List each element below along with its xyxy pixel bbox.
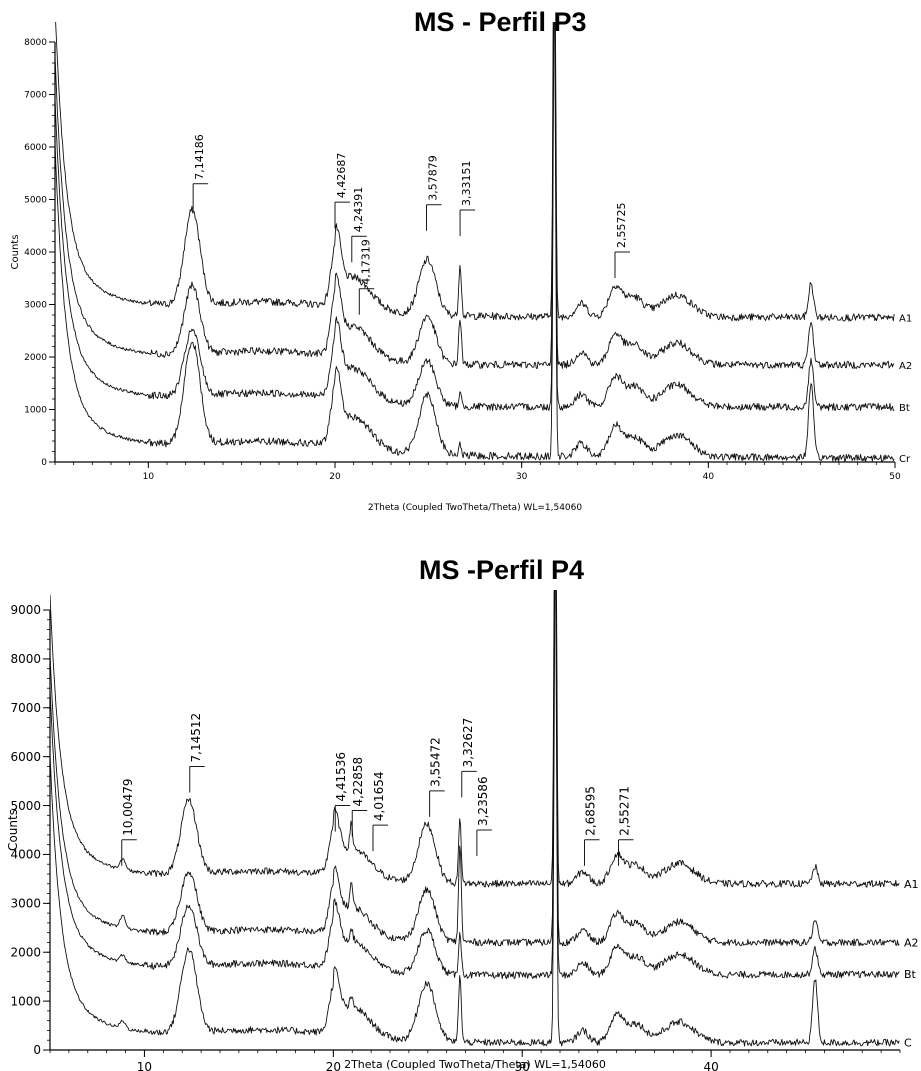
peak-label: 3,57879 <box>426 155 439 201</box>
y-tick-label: 7000 <box>10 701 41 715</box>
x-axis-title: 2Theta (Coupled TwoTheta/Theta) WL=1,540… <box>344 1058 606 1071</box>
y-axis-title: Counts <box>10 235 21 270</box>
y-tick-label: 0 <box>41 458 47 468</box>
y-tick-label: 6000 <box>24 143 47 153</box>
chart-title-p3: MS - Perfil P3 <box>414 7 587 37</box>
series-line-C <box>50 590 900 1047</box>
peak-label: 2,68595 <box>584 786 598 836</box>
y-tick-label: 3000 <box>24 301 47 311</box>
chart-p3: 0 1000 2000 3000 4000 5000 6000 7000 8000 10 20 30 4… <box>10 22 912 513</box>
peak-label: 3,32627 <box>461 718 475 768</box>
peak-label: 4,42687 <box>335 153 348 199</box>
series-line-A1 <box>55 22 895 322</box>
x-tick-label: 20 <box>326 1060 341 1071</box>
peak-label: 7,14186 <box>193 134 206 180</box>
y-tick-label: 9000 <box>10 603 41 617</box>
y-tick-label: 4000 <box>24 248 47 258</box>
y-tick-label: 1000 <box>10 994 41 1008</box>
peak-label: 4,22858 <box>351 757 365 807</box>
x-tick-label: 10 <box>137 1060 152 1071</box>
chart-title-p4: MS -Perfil P4 <box>419 555 585 585</box>
peak-label: 10,00479 <box>121 779 135 836</box>
x-tick-label: 50 <box>889 472 901 482</box>
series-line-A2 <box>55 22 895 369</box>
series-line-Bt <box>55 22 895 411</box>
series-label-C: C <box>904 1037 912 1050</box>
series-label-A1: A1 <box>904 878 919 891</box>
x-axis-title: 2Theta (Coupled TwoTheta/Theta) WL=1,540… <box>368 503 582 513</box>
series-line-A2 <box>50 590 900 947</box>
series-line-Cr <box>55 22 895 462</box>
x-tick-label: 10 <box>143 472 155 482</box>
chart-p4: 0 1000 2000 3000 4000 5000 6000 7000 8000 9000 10 2… <box>6 590 919 1071</box>
y-tick-label: 6000 <box>10 750 41 764</box>
y-tick-label: 7000 <box>24 91 47 101</box>
y-tick-label: 2000 <box>10 945 41 959</box>
series-label-Bt: Bt <box>904 968 917 981</box>
peak-label: 4,24391 <box>352 187 365 233</box>
y-tick-label: 5000 <box>10 799 41 813</box>
x-tick-label: 40 <box>703 472 715 482</box>
y-tick-label: 1000 <box>24 406 47 416</box>
y-tick-label: 2000 <box>24 353 47 363</box>
y-tick-label: 4000 <box>10 848 41 862</box>
y-axis-title: Counts <box>6 809 20 851</box>
y-tick-label: 5000 <box>24 196 47 206</box>
peak-label: 7,14512 <box>189 713 203 763</box>
peak-label: 3,55472 <box>429 737 443 787</box>
peak-label: 4,17319 <box>359 239 372 285</box>
y-tick-label: 8000 <box>24 38 47 48</box>
series-label-Bt: Bt <box>899 403 910 414</box>
series-label-Cr: Cr <box>899 454 911 465</box>
peak-label: 4,01654 <box>372 771 386 821</box>
x-tick-label: 20 <box>329 472 341 482</box>
series-label-A2: A2 <box>899 361 912 372</box>
series-label-A1: A1 <box>899 314 912 325</box>
peak-label: 3,23586 <box>476 776 490 826</box>
peak-label: 4,41536 <box>334 752 348 802</box>
x-tick-label: 30 <box>516 472 528 482</box>
peak-label: 3,33151 <box>460 161 473 206</box>
series-line-Bt <box>50 590 900 980</box>
series-label-A2: A2 <box>904 936 919 949</box>
y-tick-label: 0 <box>33 1043 41 1057</box>
y-tick-label: 8000 <box>10 652 41 666</box>
peak-label: 2,55725 <box>615 203 628 249</box>
peak-label: 2,55271 <box>618 786 632 836</box>
x-tick-label: 30 <box>515 1060 530 1071</box>
x-tick-label: 40 <box>703 1060 718 1071</box>
series-line-A1 <box>50 590 900 888</box>
y-tick-label: 3000 <box>10 897 41 911</box>
